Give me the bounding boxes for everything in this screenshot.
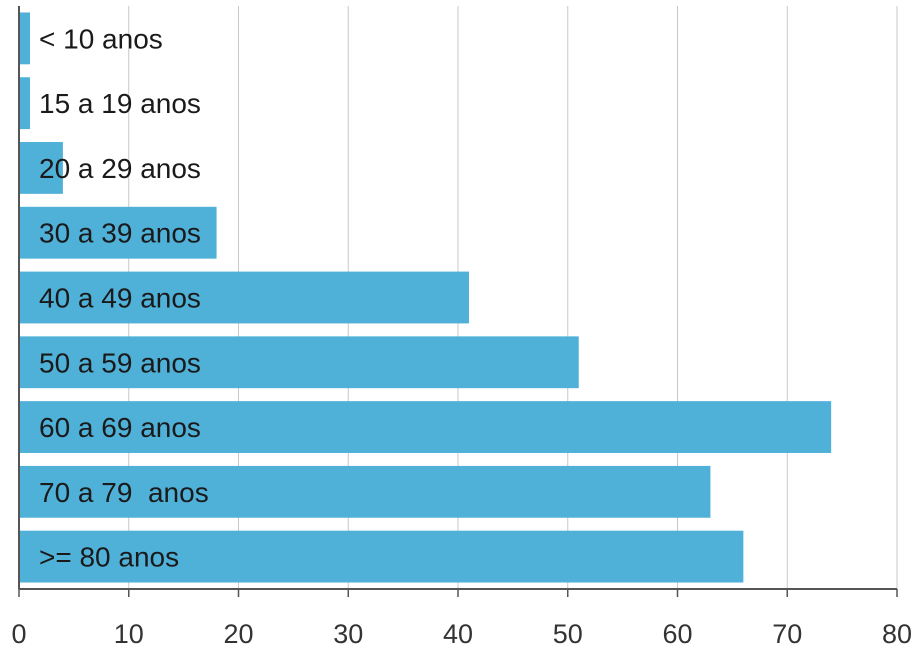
bar-6 [19,401,832,453]
category-label-5: 50 a 59 anos [39,347,201,378]
bar-3 [19,206,217,259]
category-label-6: 60 a 69 anos [39,412,201,443]
x-tick-label-3: 30 [333,619,363,649]
category-label-8: >= 80 anos [39,542,179,573]
bar-7 [19,465,711,518]
bar-2 [19,142,63,194]
x-tick-label-1: 10 [114,619,144,649]
x-tick-label-4: 40 [443,619,473,649]
bars [19,12,832,583]
category-label-4: 40 a 49 anos [39,283,201,314]
category-label-2: 20 a 29 anos [39,153,201,184]
bar-0 [19,12,30,65]
bar-5 [19,336,579,389]
x-tick-label-8: 80 [882,619,912,649]
x-tick-label-7: 70 [772,619,802,649]
category-labels: < 10 anos 15 a 19 anos 20 a 29 anos 30 a 39… [39,23,209,572]
x-tick-label-0: 0 [11,619,26,649]
x-tick-label-5: 50 [553,619,583,649]
category-label-3: 30 a 39 anos [39,218,201,249]
bar-8 [19,530,744,583]
x-axis: 0 10 20 30 40 50 60 70 80 [11,6,912,649]
category-label-1: 15 a 19 anos [39,88,201,119]
category-label-0: < 10 anos [39,23,163,54]
bar-4 [19,271,469,324]
x-tick-label-6: 60 [662,619,692,649]
x-tick-label-2: 20 [223,619,253,649]
bar-1 [19,77,30,130]
category-label-7: 70 a 79 anos [39,477,209,508]
